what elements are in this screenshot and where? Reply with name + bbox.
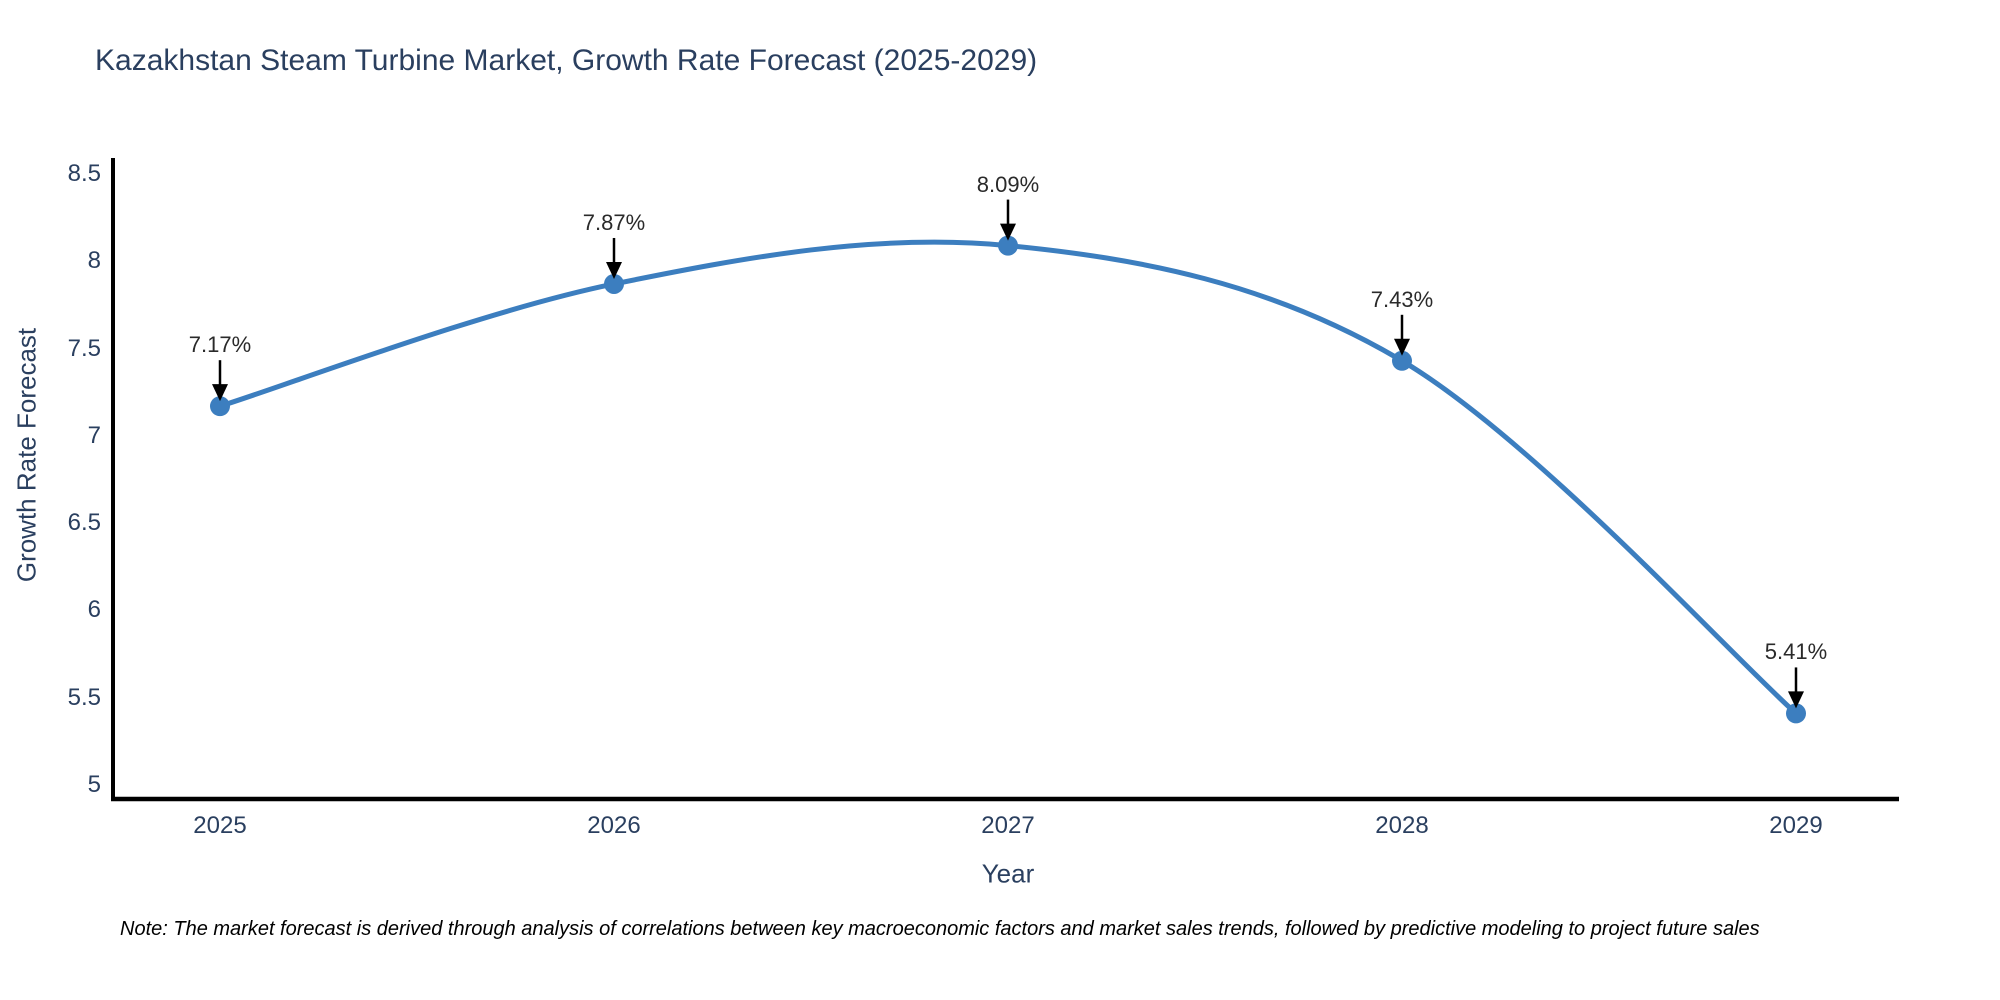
x-tick-label: 2028 [1375, 812, 1429, 839]
chart-title: Kazakhstan Steam Turbine Market, Growth … [95, 44, 1038, 77]
footnote: Note: The market forecast is derived thr… [120, 918, 1760, 940]
series-line [219, 239, 1798, 716]
y-tick-label: 6 [87, 596, 101, 624]
x-tick-label: 2026 [587, 812, 641, 839]
x-tick-label: 2025 [193, 812, 247, 839]
data-point-label: 7.43% [1370, 286, 1434, 312]
y-tick-label: 5.5 [67, 683, 101, 711]
data-point-label: 5.41% [1764, 639, 1828, 665]
annotation-arrow-head [1788, 691, 1804, 709]
y-tick-label: 6.5 [67, 509, 101, 537]
y-tick-label: 7 [87, 421, 101, 449]
annotation-arrow-head [1394, 338, 1410, 356]
data-point-marker [1392, 350, 1412, 371]
data-point-marker [604, 273, 624, 294]
x-axis-title: Year [981, 858, 1035, 889]
annotation-arrow-head [212, 384, 228, 402]
y-tick-label: 5 [87, 771, 101, 798]
y-tick-label: 8 [87, 247, 101, 275]
y-tick-label: 7.5 [67, 334, 101, 362]
x-tick-label: 2027 [981, 812, 1035, 839]
data-point-label: 7.17% [188, 332, 252, 358]
data-point-marker [998, 235, 1018, 256]
x-tick-label: 2029 [1769, 812, 1823, 839]
annotation-arrow-head [1000, 223, 1016, 241]
y-tick-label: 8.5 [67, 160, 101, 187]
annotation-arrow-head [606, 261, 622, 279]
data-point-label: 8.09% [976, 171, 1040, 197]
data-point-marker [210, 396, 230, 417]
data-point-marker [1786, 703, 1806, 724]
data-point-label: 7.87% [582, 209, 646, 235]
